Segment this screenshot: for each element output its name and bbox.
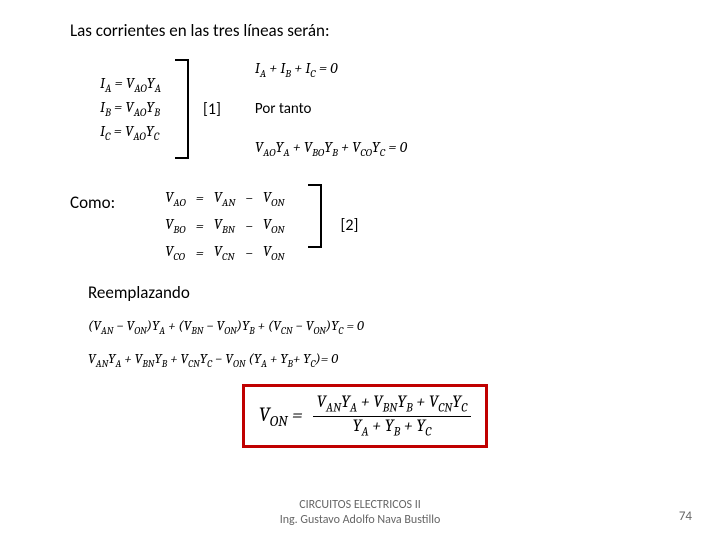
bracket-icon	[308, 184, 322, 248]
footer: CIRCUITOS ELECTRICOS II Ing. Gustavo Ado…	[0, 498, 720, 528]
reemplazando-label: Reemplazando	[88, 282, 660, 303]
right-column: IA + IB + IC = 0 Por tanto VAOYA + VBOYB…	[255, 59, 407, 159]
equation-label-2: [2]	[340, 216, 358, 235]
expanded-equation-2: VANYA + VBNYB + VCNYC − VON (YA + YB+ YC…	[70, 350, 660, 370]
page-number: 74	[679, 509, 692, 524]
kcl-equation: IA + IB + IC = 0	[255, 59, 407, 80]
equation-block-2: VAO=VAN−VON VBO=VBN−VON VCO=VCN−VON	[159, 184, 290, 268]
boxed-result-wrap: VON = VANYA + VBNYB + VCNYC YA + YB + YC	[70, 384, 660, 448]
heading: Las corrientes en las tres líneas serán:	[70, 20, 660, 41]
como-label: Como:	[70, 184, 115, 213]
equation-block-1: IA = VAOYA IB = VAOYB IC = VAOYC	[100, 73, 161, 145]
bracket-icon	[175, 59, 189, 159]
por-tanto-text: Por tanto	[255, 100, 407, 118]
row-equations-2: Como: VAO=VAN−VON VBO=VBN−VON VCO=VCN−VO…	[70, 184, 660, 268]
equation-label-1: [1]	[203, 100, 221, 119]
expanded-equation-1: (VAN − VON)YA + (VBN − VON)YB + (VCN − V…	[70, 317, 660, 337]
admittance-equation: VAOYA + VBOYB + VCOYC = 0	[255, 138, 407, 159]
footer-line-2: Ing. Gustavo Adolfo Nava Bustillo	[0, 513, 720, 528]
boxed-result: VON = VANYA + VBNYB + VCNYC YA + YB + YC	[242, 384, 489, 448]
row-equations-1: IA = VAOYA IB = VAOYB IC = VAOYC [1] IA …	[70, 59, 660, 159]
footer-line-1: CIRCUITOS ELECTRICOS II	[0, 498, 720, 513]
